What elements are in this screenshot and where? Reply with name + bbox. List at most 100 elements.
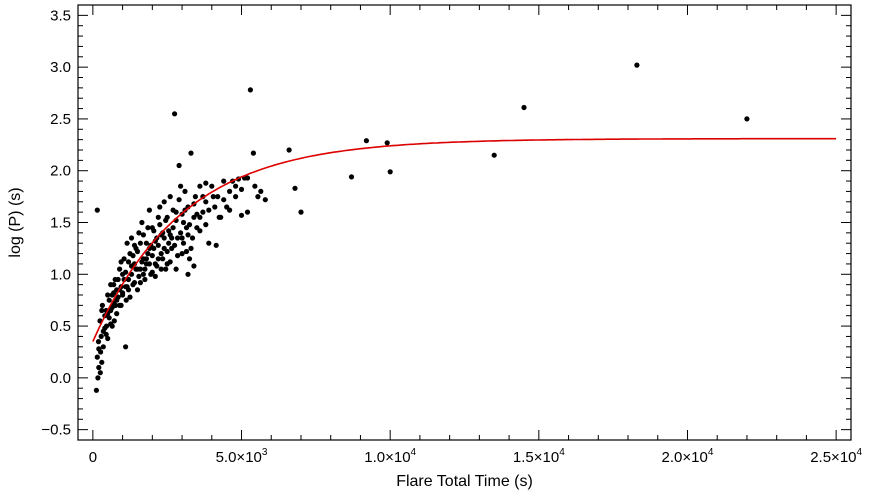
data-point xyxy=(172,111,178,117)
y-tick-label: 1.5 xyxy=(50,215,71,232)
data-point xyxy=(137,280,143,286)
data-point xyxy=(128,235,135,241)
data-point xyxy=(170,225,176,231)
data-point xyxy=(227,188,233,194)
data-point xyxy=(183,248,190,255)
data-point xyxy=(117,266,123,272)
data-point xyxy=(123,269,129,275)
data-point xyxy=(164,261,170,267)
data-point xyxy=(140,232,146,238)
data-point xyxy=(94,207,100,213)
data-point xyxy=(182,188,188,194)
y-tick-label: −0.5 xyxy=(41,422,71,439)
data-point xyxy=(178,230,184,236)
data-point xyxy=(97,370,103,376)
data-point xyxy=(99,359,105,365)
data-point xyxy=(163,217,169,223)
data-point xyxy=(163,266,169,272)
data-point xyxy=(112,276,118,283)
x-tick-label: 1.5×104 xyxy=(513,447,565,466)
y-tick-label: 3.5 xyxy=(50,7,71,24)
data-point xyxy=(221,197,227,203)
data-point xyxy=(131,280,138,286)
data-point xyxy=(111,290,117,296)
data-point xyxy=(124,240,130,246)
data-point xyxy=(189,235,196,241)
data-point xyxy=(258,188,264,194)
data-point xyxy=(105,335,111,342)
axis-ticks xyxy=(78,4,851,440)
data-point xyxy=(98,333,104,339)
data-point xyxy=(167,232,173,238)
data-point xyxy=(149,269,155,275)
data-point xyxy=(209,183,215,189)
data-point xyxy=(142,276,148,283)
data-point xyxy=(140,271,146,277)
x-tick-label: 2.0×104 xyxy=(662,447,714,466)
data-point xyxy=(744,116,750,122)
y-tick-label: 2.5 xyxy=(50,111,71,128)
data-point xyxy=(203,180,209,186)
data-point xyxy=(233,183,239,189)
x-tick-exponent: 4 xyxy=(857,447,863,458)
data-point xyxy=(521,104,527,111)
data-point xyxy=(179,235,185,241)
data-point xyxy=(179,251,185,257)
fit-curve-layer xyxy=(92,137,837,342)
data-point xyxy=(99,302,105,308)
y-tick-label: 0.0 xyxy=(50,370,71,387)
data-point xyxy=(188,245,194,251)
data-point xyxy=(188,150,194,156)
data-point xyxy=(238,212,245,218)
data-point xyxy=(166,240,172,246)
data-point xyxy=(155,242,161,248)
data-point xyxy=(118,259,124,265)
data-point xyxy=(180,240,187,246)
data-point xyxy=(384,140,390,146)
data-point xyxy=(176,162,182,169)
data-point xyxy=(136,273,142,279)
data-point xyxy=(197,228,203,234)
data-points xyxy=(93,62,750,393)
data-point xyxy=(233,194,239,200)
data-point xyxy=(238,186,245,192)
x-tick-label: 0 xyxy=(89,449,97,466)
data-point xyxy=(206,240,212,246)
tick-labels: 0 5.0×103 1.0×104 1.5×104 2.0×104 2.5×104 −0.5… xyxy=(41,7,862,466)
data-point xyxy=(152,273,158,279)
data-point xyxy=(213,242,219,248)
y-tick-label: 3.0 xyxy=(50,59,71,76)
data-point xyxy=(155,214,161,220)
fit-curve xyxy=(92,137,837,342)
data-point xyxy=(216,214,222,220)
data-point xyxy=(185,271,191,277)
data-point xyxy=(215,194,221,200)
y-axis-title: log (P) (s) xyxy=(7,187,24,257)
data-point xyxy=(227,207,233,213)
data-point xyxy=(102,325,108,331)
data-point xyxy=(137,240,143,246)
data-point xyxy=(93,387,99,393)
data-point xyxy=(95,375,101,381)
data-point xyxy=(175,253,181,259)
data-point xyxy=(247,87,253,93)
data-point xyxy=(200,209,206,215)
data-point xyxy=(157,204,163,210)
x-tick-label: 5.0×103 xyxy=(216,447,268,466)
data-point xyxy=(298,209,304,215)
data-point xyxy=(139,219,145,226)
data-point xyxy=(244,175,251,181)
data-point xyxy=(96,346,102,352)
data-point xyxy=(149,253,155,259)
plot-frame xyxy=(77,4,852,441)
data-point xyxy=(286,147,292,153)
y-tick-label: 2.0 xyxy=(50,163,71,180)
data-point xyxy=(161,199,167,205)
x-tick-exponent: 4 xyxy=(559,447,565,458)
data-point xyxy=(117,302,123,308)
data-point xyxy=(142,266,148,272)
data-point xyxy=(634,62,640,68)
data-point xyxy=(292,185,298,191)
data-point xyxy=(348,174,355,180)
